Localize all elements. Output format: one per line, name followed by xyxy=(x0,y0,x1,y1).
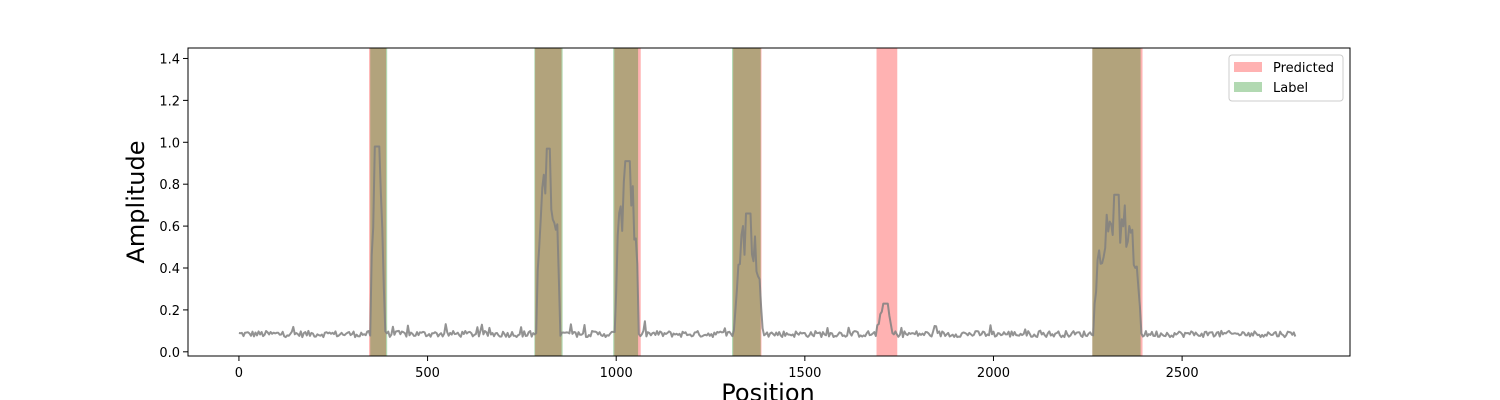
predicted-region xyxy=(369,48,387,356)
x-tick-label: 1000 xyxy=(600,366,633,381)
x-tick-label: 0 xyxy=(235,366,243,381)
label-region xyxy=(534,48,563,356)
legend-swatch-label xyxy=(1234,82,1262,92)
y-axis: 0.0 0.2 0.4 0.6 0.8 1.0 1.2 1.4 xyxy=(159,52,188,361)
y-axis-title: Amplitude xyxy=(122,141,150,264)
x-axis: 0 500 1000 1500 2000 2500 xyxy=(235,356,1199,381)
plot-frame xyxy=(187,47,1351,357)
y-tick-label: 0.8 xyxy=(159,178,180,193)
predicted-region xyxy=(1092,48,1143,356)
label-region xyxy=(613,48,639,356)
y-tick-label: 1.0 xyxy=(159,136,180,151)
predicted-region xyxy=(614,48,641,356)
y-tick-label: 0.0 xyxy=(159,346,180,361)
predicted-region xyxy=(733,48,762,356)
legend-swatch-predicted xyxy=(1234,62,1262,72)
y-tick-label: 0.4 xyxy=(159,262,180,277)
x-tick-label: 1500 xyxy=(788,366,821,381)
legend-box xyxy=(1228,54,1344,102)
legend-label-predicted: Predicted xyxy=(1273,61,1334,76)
x-tick-label: 500 xyxy=(415,366,440,381)
y-tick-label: 1.4 xyxy=(159,52,180,67)
predicted-region xyxy=(535,48,562,356)
signal-line xyxy=(238,145,1297,339)
legend-label-label: Label xyxy=(1273,81,1308,96)
predicted-region xyxy=(876,48,898,356)
label-region xyxy=(1092,48,1141,356)
x-tick-label: 2000 xyxy=(977,366,1010,381)
plot-area xyxy=(187,47,1351,357)
x-axis-title: Position xyxy=(721,379,814,400)
y-tick-label: 0.2 xyxy=(159,304,180,319)
legend: Predicted Label xyxy=(1228,54,1344,102)
x-tick-label: 2500 xyxy=(1166,366,1199,381)
y-tick-label: 1.2 xyxy=(159,94,180,109)
y-tick-label: 0.6 xyxy=(159,220,180,235)
